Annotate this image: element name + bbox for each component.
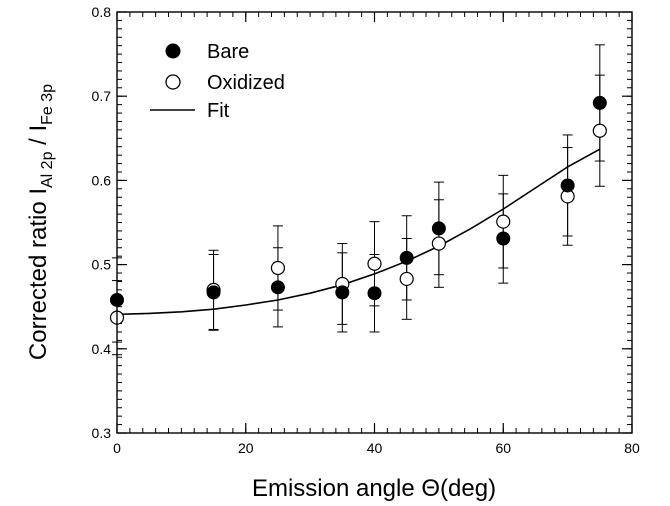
markers-bare: [110, 95, 607, 307]
plot-frame: [116, 11, 633, 434]
point-oxidized: [431, 236, 446, 251]
point-bare: [496, 231, 511, 246]
point-bare: [335, 285, 350, 300]
x-axis-title: Emission angle Θ(deg): [252, 475, 496, 502]
y-tick-label: 0.8: [92, 4, 112, 20]
fit-line: [116, 148, 601, 316]
y-tick-label: 0.4: [92, 341, 112, 357]
x-tick-label: 40: [367, 440, 383, 456]
legend-oxidized-label: Oxidized: [207, 72, 285, 94]
point-bare: [367, 286, 382, 301]
point-bare: [560, 178, 575, 193]
markers-oxidized: [109, 123, 607, 325]
y-tick-label: 0.3: [92, 425, 112, 441]
y-tick-label: 0.5: [92, 257, 112, 273]
x-tick-label: 80: [624, 440, 640, 456]
point-bare: [431, 221, 446, 236]
y-axis-title: Corrected ratio IAl 2p / IFe 3p: [25, 84, 56, 360]
legend-oxidized-marker: [165, 74, 181, 90]
point-oxidized: [592, 123, 607, 138]
point-oxidized: [367, 256, 382, 271]
x-tick-label: 60: [495, 440, 511, 456]
legend-bare-marker: [165, 43, 181, 59]
point-bare: [592, 95, 607, 110]
tick-labels: 0 20 40 60 80 0.3 0.4 0.5 0.6 0.7 0.8: [92, 4, 640, 456]
legend: Bare Oxidized Fit: [150, 41, 285, 122]
point-oxidized: [496, 214, 511, 229]
point-oxidized: [399, 271, 414, 287]
x-tick-label: 0: [113, 440, 121, 456]
point-bare: [270, 280, 285, 295]
point-bare: [399, 250, 414, 265]
y-tick-label: 0.6: [92, 172, 112, 188]
legend-bare-label: Bare: [207, 41, 249, 63]
error-bars: [112, 44, 605, 356]
point-oxidized: [270, 260, 286, 276]
legend-fit-label: Fit: [207, 100, 230, 122]
point-bare: [206, 285, 221, 300]
x-tick-label: 20: [238, 440, 254, 456]
y-tick-label: 0.7: [92, 88, 112, 104]
